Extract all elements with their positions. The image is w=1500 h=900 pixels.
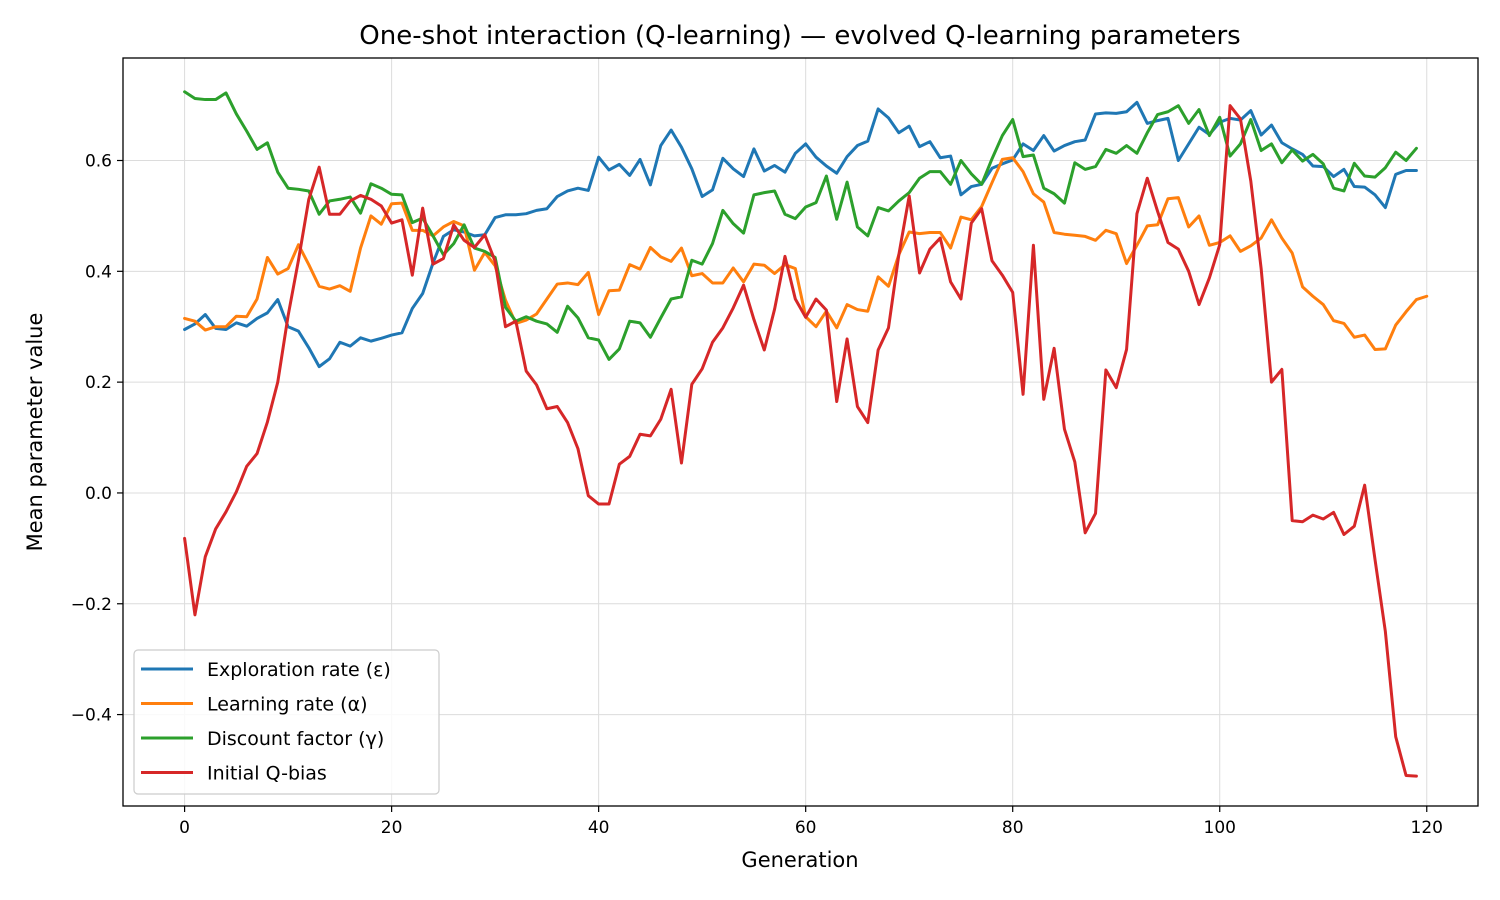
y-axis-label: Mean parameter value bbox=[23, 313, 47, 552]
y-tick-label: −0.2 bbox=[71, 595, 112, 615]
plot-lines bbox=[183, 90, 1429, 778]
x-axis-label: Generation bbox=[741, 848, 858, 872]
x-tick-label: 0 bbox=[179, 818, 190, 838]
legend-label-exploration: Exploration rate (ε) bbox=[207, 659, 391, 681]
plot-frame bbox=[122, 57, 1479, 807]
series-line-initial-q-bias bbox=[183, 104, 1418, 778]
x-tick-label: 20 bbox=[381, 818, 403, 838]
legend-box bbox=[133, 649, 440, 795]
x-tick-label: 80 bbox=[1002, 818, 1024, 838]
y-tick-label: 0.4 bbox=[85, 262, 112, 282]
y-tick-label: 0.6 bbox=[85, 152, 112, 172]
series-line-discount-factor bbox=[183, 90, 1418, 361]
y-tick-label: 0.0 bbox=[85, 484, 112, 504]
chart-title: One-shot interaction (Q-learning) — evol… bbox=[359, 21, 1240, 51]
x-tick-label: 120 bbox=[1411, 818, 1443, 838]
legend-label-discount: Discount factor (γ) bbox=[207, 728, 384, 750]
y-tick-label: −0.4 bbox=[71, 706, 112, 726]
y-tick-label: 0.2 bbox=[85, 373, 112, 393]
x-tick-label: 60 bbox=[795, 818, 817, 838]
x-axis-ticks: 0 20 40 60 80 100 120 bbox=[179, 806, 1443, 838]
x-tick-label: 40 bbox=[588, 818, 610, 838]
legend: Exploration rate (ε) Learning rate (α) D… bbox=[133, 649, 440, 795]
x-tick-label: 100 bbox=[1204, 818, 1236, 838]
legend-label-learning: Learning rate (α) bbox=[207, 694, 368, 716]
y-axis-ticks: −0.4 −0.2 0.0 0.2 0.4 0.6 bbox=[71, 152, 123, 726]
legend-label-qbias: Initial Q-bias bbox=[207, 763, 327, 785]
